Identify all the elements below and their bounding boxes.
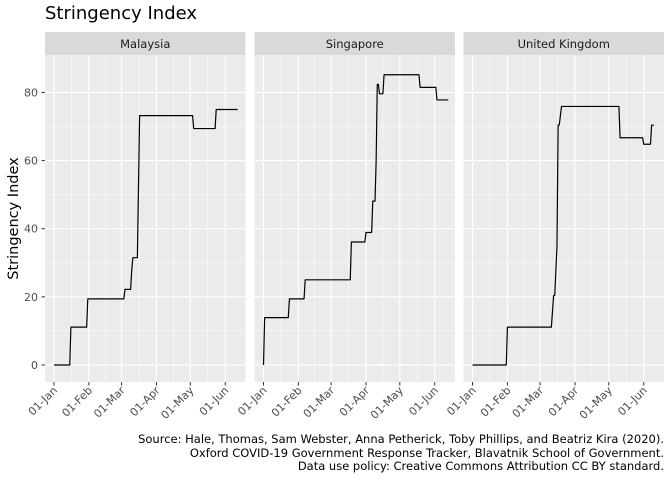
y-tick-label: 0 xyxy=(31,359,38,372)
facet-strip-label: Singapore xyxy=(326,37,384,51)
facet-strip-label: Malaysia xyxy=(120,37,170,51)
series-line-united-kingdom xyxy=(472,105,654,366)
x-tick-label: 01-May xyxy=(577,384,615,422)
x-tick-label: 01-May xyxy=(368,384,406,422)
y-tick-label: 20 xyxy=(24,291,38,304)
x-tick-label: 01-Mar xyxy=(91,384,128,421)
facet-strip xyxy=(45,32,246,55)
x-tick-label: 01-Apr xyxy=(337,384,373,420)
y-tick-label: 60 xyxy=(24,155,38,168)
caption-tracker-line: Oxford COVID-19 Government Response Trac… xyxy=(189,445,664,460)
x-tick-label: 01-Apr xyxy=(546,384,582,420)
x-tick-label: 01-May xyxy=(158,384,196,422)
series-line-singapore xyxy=(262,74,449,365)
y-tick-label: 40 xyxy=(24,223,38,236)
x-tick-label: 01-Apr xyxy=(127,384,163,420)
panel-background xyxy=(45,55,246,382)
x-tick-label: 01-Jan xyxy=(235,384,269,418)
caption-policy-line: Data use policy: Creative Commons Attrib… xyxy=(297,459,664,473)
x-tick-label: 01-Jun xyxy=(615,384,650,419)
facet-strip xyxy=(254,32,455,55)
facet-strip xyxy=(463,32,664,55)
panel-background xyxy=(463,55,664,382)
x-tick-label: 01-Feb xyxy=(269,384,305,420)
caption-source-line: Source: Hale, Thomas, Sam Webster, Anna … xyxy=(138,432,664,446)
x-tick-label: 01-Mar xyxy=(510,384,547,421)
x-tick-label: 01-Feb xyxy=(478,384,514,420)
panel-background xyxy=(254,55,455,382)
chart-title: Stringency Index xyxy=(45,3,198,24)
x-tick-label: 01-Jun xyxy=(406,384,441,419)
x-tick-label: 01-Jan xyxy=(26,384,60,418)
facet-strip-label: United Kingdom xyxy=(518,37,610,51)
x-tick-label: 01-Feb xyxy=(59,384,95,420)
series-line-malaysia xyxy=(54,108,238,366)
y-axis-label: Stringency Index xyxy=(6,157,22,280)
x-tick-label: 01-Mar xyxy=(301,384,338,421)
y-tick-label: 80 xyxy=(24,86,38,99)
x-tick-label: 01-Jan xyxy=(444,384,478,418)
x-tick-label: 01-Jun xyxy=(197,384,232,419)
